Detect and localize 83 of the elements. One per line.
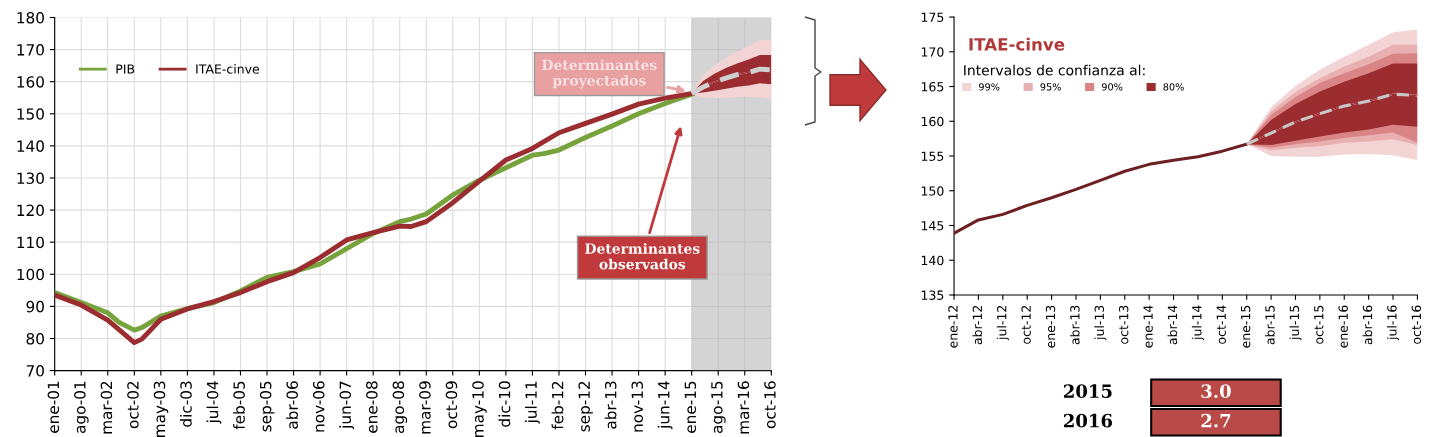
x-tick-label: oct-16 xyxy=(1411,305,1422,344)
x-tick-label: feb-12 xyxy=(551,381,564,430)
y-tick-label: 160 xyxy=(921,116,944,127)
x-tick-label: sep-05 xyxy=(259,381,275,432)
y-tick-label: 170 xyxy=(17,44,44,56)
x-tick-label: nov-13 xyxy=(631,381,644,432)
x-tick-label: oct-15 xyxy=(1314,305,1324,344)
y-tick-label: 180 xyxy=(17,11,44,24)
x-tick-label: oct-14 xyxy=(1216,305,1226,344)
legend-label: ITAE-cinve xyxy=(196,64,260,74)
y-tick-label: 175 xyxy=(921,12,944,22)
x-tick-label: jul-16 xyxy=(1386,305,1400,341)
text: 3.0 xyxy=(1201,384,1231,398)
y-tick-label: 90 xyxy=(26,300,44,313)
x-tick-label: ago-15 xyxy=(711,381,726,434)
y-tick-label: 150 xyxy=(17,108,44,120)
x-tick-label: ene-15 xyxy=(1241,305,1251,348)
x-tick-label: ene-12 xyxy=(948,305,958,348)
y-tick-label: 130 xyxy=(17,172,44,184)
x-tick-label: abr-14 xyxy=(1167,305,1178,345)
x-tick-label: abr-15 xyxy=(1265,305,1275,345)
x-tick-label: jul-15 xyxy=(1289,305,1302,341)
legend-label: 95% xyxy=(1040,83,1061,91)
y-tick-label: 160 xyxy=(17,76,44,88)
category-label: 2016 xyxy=(1063,413,1113,428)
x-tick-label: jul-13 xyxy=(1094,305,1107,341)
x-tick-label: oct-09 xyxy=(445,381,458,429)
x-tick-label: oct-13 xyxy=(1118,305,1129,344)
y-tick-label: 165 xyxy=(921,82,944,92)
y-tick-label: 155 xyxy=(921,151,944,161)
y-tick-label: 80 xyxy=(26,332,44,345)
x-tick-label: ene-16 xyxy=(1338,305,1348,348)
x-tick-label: oct-02 xyxy=(127,381,139,429)
x-tick-label: feb-05 xyxy=(233,381,245,430)
y-tick-label: 145 xyxy=(921,221,944,231)
x-tick-label: abr-13 xyxy=(604,381,617,429)
legend-label: 80% xyxy=(1163,83,1184,91)
x-tick-label: jul-11 xyxy=(525,381,540,424)
x-tick-label: sep-12 xyxy=(578,381,593,432)
x-tick-label: dic-03 xyxy=(180,381,192,427)
y-tick-label: 140 xyxy=(921,255,944,266)
x-tick-label: jul-04 xyxy=(206,381,222,424)
x-tick-label: oct-12 xyxy=(1021,305,1031,344)
y-tick-label: 135 xyxy=(921,290,944,300)
x-tick-label: jun-14 xyxy=(657,381,673,430)
text: ITAE-cinve xyxy=(969,37,1065,51)
x-tick-label: nov-06 xyxy=(312,381,325,432)
x-tick-label: ene-14 xyxy=(1143,305,1153,348)
x-tick-label: oct-16 xyxy=(764,381,776,429)
x-tick-label: abr-06 xyxy=(286,381,298,429)
text: 2.7 xyxy=(1201,413,1231,428)
y-tick-label: 150 xyxy=(921,186,944,196)
y-tick-label: 110 xyxy=(17,236,44,249)
x-tick-label: mar-09 xyxy=(419,381,431,434)
x-tick-label: jul-12 xyxy=(996,305,1009,341)
legend-label: 99% xyxy=(978,83,1000,91)
x-tick-label: ene-13 xyxy=(1045,305,1056,348)
x-tick-label: may-10 xyxy=(472,381,487,437)
annotation: Determinantes observados xyxy=(585,243,700,270)
x-tick-label: ago-08 xyxy=(392,381,408,434)
y-tick-label: 70 xyxy=(26,365,44,377)
x-tick-label: mar-02 xyxy=(100,381,113,434)
legend-label: 90% xyxy=(1101,83,1123,91)
x-tick-label: jun-07 xyxy=(339,381,355,430)
y-tick-label: 140 xyxy=(17,140,44,152)
annotation: Determinantes proyectados xyxy=(542,59,657,89)
x-tick-label: mar-16 xyxy=(737,381,750,434)
legend-title: Intervalos de confianza al: xyxy=(964,64,1145,76)
x-tick-label: ene-01 xyxy=(47,381,60,433)
y-tick-label: 120 xyxy=(17,204,44,217)
x-tick-label: abr-16 xyxy=(1362,305,1373,345)
legend-label: PIB xyxy=(116,64,135,74)
y-tick-label: 170 xyxy=(921,47,944,57)
x-tick-label: ene-08 xyxy=(366,381,378,433)
x-tick-label: dic-10 xyxy=(498,381,511,427)
category-label: 2015 xyxy=(1063,384,1112,398)
x-tick-label: jul-14 xyxy=(1191,305,1204,341)
x-tick-label: may-03 xyxy=(153,381,169,437)
x-tick-label: abr-12 xyxy=(972,305,983,345)
x-tick-label: ene-15 xyxy=(684,381,697,433)
y-tick-label: 100 xyxy=(17,268,44,281)
x-tick-label: abr-13 xyxy=(1069,305,1080,345)
x-tick-label: ago-01 xyxy=(74,381,89,434)
